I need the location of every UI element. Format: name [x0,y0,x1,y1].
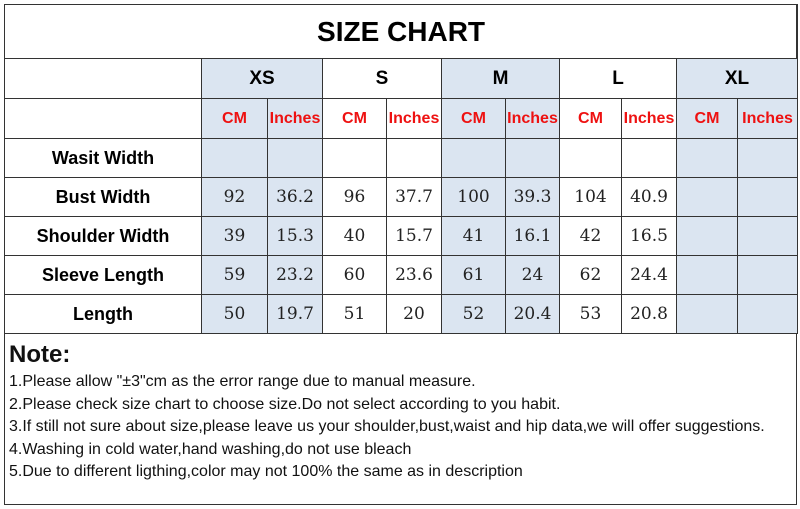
value-cell [386,138,442,178]
value-cell [322,138,387,178]
unit-cm: CM [559,98,622,139]
row-label: Wasit Width [4,138,202,178]
value-cell: 37.7 [386,177,442,217]
value-cell: 61 [441,255,506,295]
value-cell: 104 [559,177,622,217]
row-label: Length [4,294,202,334]
table-row: Shoulder Width 39 15.3 40 15.7 41 16.1 42 16.5 [4,216,799,256]
value-cell: 15.7 [386,216,442,256]
note-item: 5.Due to different ligthing,color may no… [9,463,523,480]
size-header-xs: XS [201,58,323,99]
value-cell: 40 [322,216,387,256]
note-item: 3.If still not sure about size,please le… [9,418,765,435]
table-row: Wasit Width [4,138,799,178]
size-header-m: M [441,58,560,99]
value-cell [201,138,268,178]
value-cell: 62 [559,255,622,295]
unit-cm: CM [322,98,387,139]
value-cell: 60 [322,255,387,295]
value-cell [621,138,677,178]
value-cell: 24 [505,255,560,295]
unit-inches: Inches [621,98,677,139]
value-cell: 92 [201,177,268,217]
unit-cm: CM [201,98,268,139]
value-cell: 39.3 [505,177,560,217]
value-cell [267,138,323,178]
notes-heading: Note: [9,341,71,368]
value-cell [676,216,738,256]
table-row: Length 50 19.7 51 20 52 20.4 53 20.8 [4,294,799,334]
value-cell [676,138,738,178]
value-cell [559,138,622,178]
row-label: Sleeve Length [4,255,202,295]
value-cell [676,177,738,217]
unit-cm: CM [676,98,738,139]
value-cell: 19.7 [267,294,323,334]
value-cell [736,138,799,178]
value-cell: 16.1 [505,216,560,256]
value-cell [736,177,799,217]
value-cell: 100 [441,177,506,217]
value-cell: 16.5 [621,216,677,256]
value-cell: 15.3 [267,216,323,256]
row-label: Bust Width [4,177,202,217]
table-row: Bust Width 92 36.2 96 37.7 100 39.3 104 40.9 [4,177,799,217]
value-cell: 53 [559,294,622,334]
value-cell: 51 [322,294,387,334]
note-item: 4.Washing in cold water,hand washing,do … [9,440,412,458]
value-cell [441,138,506,178]
value-cell [505,138,560,178]
value-cell [676,294,738,334]
size-header-row: XS S M L XL [4,58,799,99]
note-item: 1.Please allow "±3"cm as the error range… [9,373,476,390]
unit-inches: Inches [505,98,560,139]
value-cell [736,294,799,334]
note-item: 2.Please check size chart to choose size… [9,395,561,413]
unit-inches: Inches [736,98,799,139]
value-cell: 41 [441,216,506,256]
size-header-l: L [559,58,677,99]
value-cell [736,255,799,295]
chart-title: SIZE CHART [3,4,799,59]
value-cell: 24.4 [621,255,677,295]
value-cell: 20.4 [505,294,560,334]
row-label: Shoulder Width [4,216,202,256]
value-cell: 42 [559,216,622,256]
value-cell [676,255,738,295]
unit-inches: Inches [267,98,323,139]
value-cell: 40.9 [621,177,677,217]
value-cell: 23.6 [386,255,442,295]
notes-section: Note: 1.Please allow "±3"cm as the error… [9,340,789,484]
value-cell: 59 [201,255,268,295]
value-cell [736,216,799,256]
value-cell: 52 [441,294,506,334]
size-chart-table: SIZE CHART XS S M L XL CM Inches CM Inches CM Inc… [3,4,799,334]
value-cell: 50 [201,294,268,334]
unit-header-row: CM Inches CM Inches CM Inches CM Inches CM Inches [4,98,799,139]
table-row: Sleeve Length 59 23.2 60 23.6 61 24 62 24.4 [4,255,799,295]
value-cell: 20.8 [621,294,677,334]
size-header-s: S [322,58,442,99]
value-cell: 20 [386,294,442,334]
value-cell: 39 [201,216,268,256]
value-cell: 96 [322,177,387,217]
unit-inches: Inches [386,98,442,139]
value-cell: 23.2 [267,255,323,295]
size-header-xl: XL [675,58,799,99]
value-cell: 36.2 [267,177,323,217]
unit-cm: CM [441,98,506,139]
